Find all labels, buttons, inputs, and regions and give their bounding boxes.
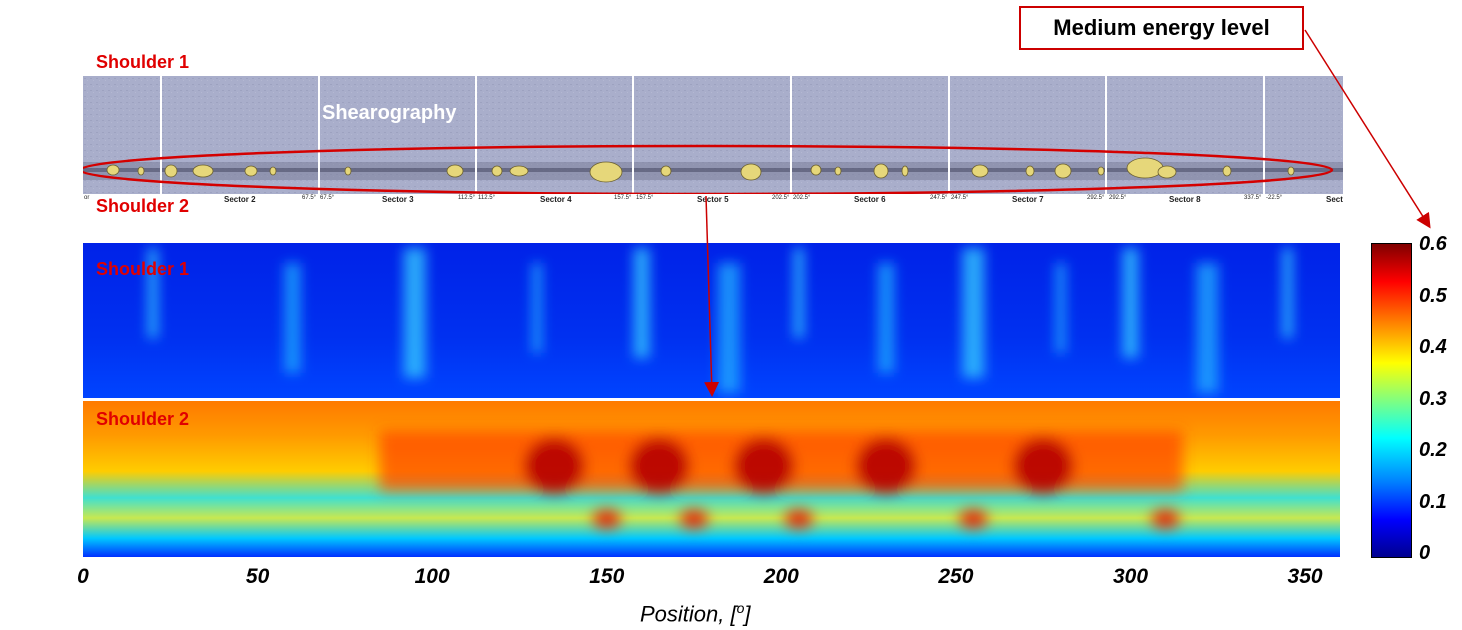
- heatmap-shoulder1-label: Shoulder 1: [96, 259, 190, 279]
- heatmap-streak: [717, 263, 740, 393]
- heatmap-hotspot: [1013, 438, 1074, 494]
- heatmap-streak: [962, 248, 985, 378]
- degree-mark: 157.5°: [614, 195, 632, 201]
- x-axis-label: Position, [o]: [640, 600, 751, 627]
- x-axis-label-degree: o: [736, 600, 745, 616]
- heatmap-streak: [403, 248, 426, 378]
- degree-mark: 202.5°: [772, 195, 790, 201]
- colorbar-tick-label: 0.5: [1419, 284, 1447, 307]
- degree-mark: 247.5°: [951, 195, 969, 201]
- shearography-texture: [83, 76, 1343, 194]
- degree-mark: 247.5°: [930, 195, 948, 201]
- heatmap-streak: [147, 248, 158, 338]
- colorbar-tick-label: 0.1: [1419, 490, 1447, 513]
- heatmap-hotspot: [680, 510, 709, 528]
- shearography-shoulder2-label: Shoulder 2: [96, 196, 190, 216]
- colorbar-tick-label: 0: [1419, 542, 1431, 564]
- x-tick-label: 350: [1287, 565, 1323, 588]
- x-tick-label: 250: [938, 565, 974, 588]
- heatmap-streak: [531, 263, 542, 353]
- degree-mark: 292.5°: [1087, 195, 1105, 201]
- degree-mark: 337.5°: [1244, 195, 1262, 201]
- sector-label: Sect: [1326, 195, 1343, 204]
- colorbar-tick-label: 0.4: [1419, 336, 1447, 358]
- heatmap-hotspot: [629, 438, 690, 494]
- heatmap-shoulder2: [83, 401, 1340, 557]
- degree-mark: 112.5°: [458, 195, 475, 201]
- heatmap-streak: [793, 248, 804, 338]
- colorbar-tick-label: 0.2: [1419, 439, 1447, 461]
- degree-mark: 67.5°: [302, 195, 317, 201]
- sector-label: Sector 5: [697, 195, 729, 204]
- sector-label: Sector 6: [854, 195, 886, 204]
- panel-separator: [83, 398, 1340, 401]
- sector-label: Sector 3: [382, 195, 414, 204]
- degree-mark: or: [84, 195, 90, 201]
- shearography-title: Shearography: [322, 102, 457, 124]
- heatmap-hotspot: [959, 510, 988, 528]
- heatmap-hotspot: [592, 510, 621, 528]
- degree-mark: 67.5°: [320, 195, 335, 201]
- heatmap-hotspot: [784, 510, 813, 528]
- colorbar-tick-label: 0.6: [1419, 233, 1447, 255]
- heatmap-hotspot: [856, 438, 917, 494]
- heatmap-streak: [633, 248, 650, 358]
- x-tick-label: 50: [245, 565, 270, 588]
- shearography-shoulder1-label: Shoulder 1: [96, 52, 190, 72]
- x-axis-label-main: Position, [: [640, 601, 737, 627]
- heatmap-streak: [1122, 248, 1139, 358]
- heatmap-streak: [1055, 263, 1066, 353]
- heatmap-hotspot: [733, 438, 794, 494]
- heatmap-streak: [284, 263, 301, 373]
- colorbar-tick-label: 0.3: [1419, 387, 1447, 410]
- degree-mark: 202.5°: [793, 195, 811, 201]
- heatmap-streak: [1196, 263, 1219, 393]
- heatmap-shoulder1: [83, 243, 1340, 398]
- heatmap-hotspot: [524, 438, 585, 494]
- sector-label: Sector 2: [224, 195, 256, 204]
- shearography-image: [83, 76, 1343, 194]
- x-axis-label-end: ]: [744, 601, 751, 627]
- x-tick-label: 200: [763, 565, 799, 588]
- x-tick-label: 100: [414, 565, 450, 588]
- heatmap-shoulder2-label: Shoulder 2: [96, 409, 190, 429]
- sector-label: Sector 8: [1169, 195, 1201, 204]
- degree-mark: 292.5°: [1109, 195, 1127, 201]
- sector-label: Sector 7: [1012, 195, 1044, 204]
- degree-mark: -22.5°: [1266, 195, 1283, 201]
- heatmap-hotspot: [1151, 510, 1180, 528]
- colorbar: [1371, 243, 1412, 558]
- heatmap-streak: [878, 263, 895, 373]
- sector-label: Sector 4: [540, 195, 572, 204]
- degree-mark: 112.5°: [478, 195, 495, 201]
- x-tick-label: 0: [77, 565, 89, 588]
- x-tick-label: 300: [1112, 565, 1149, 588]
- medium-energy-callout: Medium energy level: [1019, 6, 1304, 50]
- heatmap-streak: [1282, 248, 1293, 338]
- x-tick-label: 150: [589, 565, 625, 588]
- degree-mark: 157.5°: [636, 195, 654, 201]
